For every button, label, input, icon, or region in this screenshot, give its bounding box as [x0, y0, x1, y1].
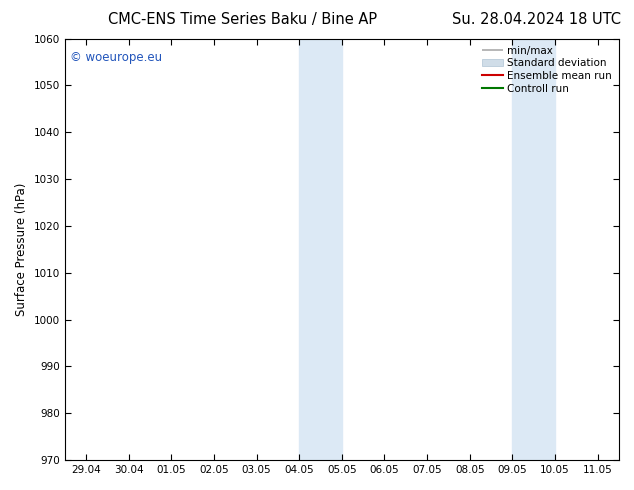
Text: © woeurope.eu: © woeurope.eu: [70, 51, 162, 64]
Y-axis label: Surface Pressure (hPa): Surface Pressure (hPa): [15, 183, 28, 316]
Text: Su. 28.04.2024 18 UTC: Su. 28.04.2024 18 UTC: [452, 12, 621, 27]
Legend: min/max, Standard deviation, Ensemble mean run, Controll run: min/max, Standard deviation, Ensemble me…: [478, 42, 616, 98]
Bar: [299, 39, 342, 460]
Text: CMC-ENS Time Series Baku / Bine AP: CMC-ENS Time Series Baku / Bine AP: [108, 12, 377, 27]
Bar: [512, 39, 555, 460]
